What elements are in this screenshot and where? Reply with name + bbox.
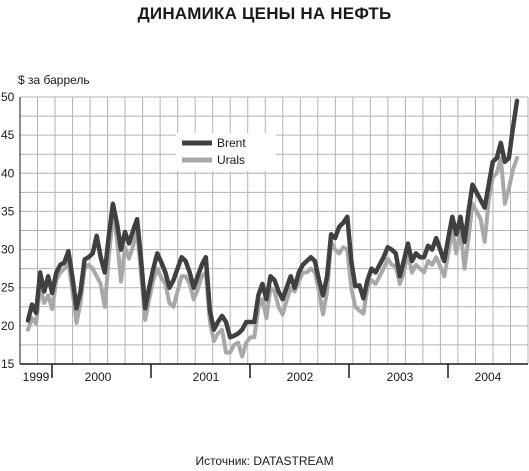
year-label: 1999 [23, 370, 50, 384]
year-label: 2001 [193, 370, 220, 384]
year-label: 2004 [475, 370, 502, 384]
y-tick-label: 20 [1, 319, 15, 333]
legend: Brent Urals [176, 133, 276, 171]
y-tick-label: 25 [1, 281, 15, 295]
legend-background [176, 133, 276, 171]
y-tick-label: 45 [1, 128, 15, 142]
y-tick-label: 50 [1, 90, 15, 104]
series-line-brent [25, 98, 520, 340]
y-tick-label: 35 [1, 204, 15, 218]
chart-title: ДИНАМИКА ЦЕНЫ НА НЕФТЬ [137, 4, 392, 23]
year-label: 2000 [85, 370, 112, 384]
year-label: 2002 [287, 370, 314, 384]
legend-label-urals: Urals [217, 153, 245, 167]
axes [19, 97, 528, 378]
year-label: 2003 [387, 370, 414, 384]
source-note: Источник: DATASTREAM [195, 454, 334, 468]
y-tick-label: 30 [1, 243, 15, 257]
y-tick-label: 40 [1, 166, 15, 180]
x-tick-labels: 1999 2000 2001 2002 2003 2004 [23, 370, 502, 384]
y-axis-label: $ за баррель [18, 73, 90, 87]
legend-label-brent: Brent [217, 136, 246, 150]
y-tick-label: 15 [1, 357, 15, 371]
y-tick-labels: 15 20 25 30 35 40 45 50 [1, 90, 15, 371]
series-lines [25, 98, 520, 359]
